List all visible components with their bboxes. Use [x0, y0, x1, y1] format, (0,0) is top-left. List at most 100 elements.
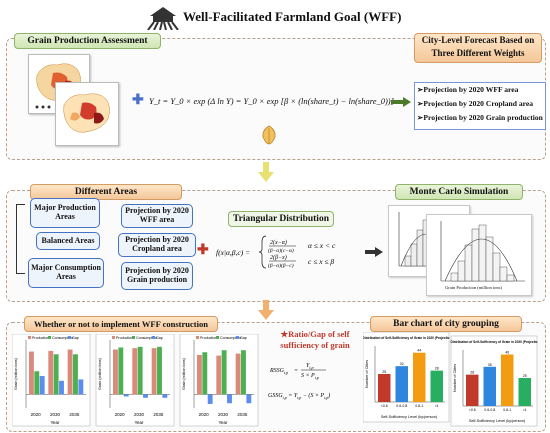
- area-major-consumption: Major Consumption Areas: [28, 258, 104, 288]
- city-group-bar: [413, 352, 426, 402]
- bar-value-label: 25: [382, 370, 386, 374]
- arrow-down-icon: [258, 162, 274, 182]
- legend-label: Gap: [240, 336, 247, 340]
- bar-production: [132, 348, 138, 395]
- arrow-right-icon: [391, 97, 411, 107]
- gssg-formula: GSSGt,p = Yt,p − (S × Pt,p): [268, 392, 330, 401]
- bar-value-label: 32: [400, 362, 404, 366]
- projection-item: ➢Projection by 2020 WFF area: [417, 85, 519, 94]
- x-tick-label: <0.6: [381, 404, 388, 408]
- leaf-icon: [262, 125, 276, 145]
- svg-text:=: =: [294, 368, 298, 374]
- bar-consumption: [118, 347, 124, 395]
- bar-production: [48, 350, 54, 395]
- bar-consumption: [157, 346, 162, 395]
- bar-value-label: 25: [523, 374, 527, 378]
- bar-consumption: [137, 346, 143, 395]
- x-axis-label: Year: [50, 420, 60, 425]
- city-group-bar: [518, 378, 531, 406]
- legend-swatch: [132, 336, 135, 339]
- bar-production: [113, 349, 118, 395]
- bar-chart-label: Bar chart of city grouping: [370, 316, 522, 332]
- legend-swatch: [48, 336, 51, 339]
- proj-box-wff: Projection by 2020 WFF area: [121, 204, 193, 228]
- group-chart-title: Distribution of Self-Sufficiency of Grai…: [363, 336, 450, 340]
- projection-list: ➢Projection by 2020 WFF area ➢Projection…: [414, 82, 546, 130]
- proj-box-grain: Projection by 2020 Grain production: [121, 262, 193, 290]
- x-tick-label: 2030: [50, 412, 61, 417]
- x-tick-label: 2030: [218, 412, 229, 417]
- farmland-logo-icon: [147, 7, 179, 30]
- x-tick-label: 2020: [199, 412, 210, 417]
- bar-consumption: [221, 350, 227, 395]
- x-tick-label: 0.8-1: [503, 408, 511, 412]
- mc-histogram-front: Grain Production (million tons): [426, 214, 532, 296]
- bar-gap: [78, 379, 84, 395]
- bar-gap: [207, 394, 213, 404]
- y-axis-label: Grain (million tons): [98, 357, 102, 390]
- plus-icon: ✚: [197, 243, 209, 258]
- different-areas-label: Different Areas: [30, 184, 182, 200]
- triangular-pdf-formula: f(x|α,β,c) = 2(x−α) (β−α)(c−α) α ≤ x < c…: [216, 235, 336, 269]
- svg-text:RSSGt,p: RSSGt,p: [270, 368, 288, 376]
- proj-box-cropland: Projection by 2020 Cropland area: [118, 233, 196, 257]
- x-tick-label: <0.6: [469, 408, 476, 412]
- legend-swatch: [236, 336, 239, 339]
- arrow-right-icon: [365, 247, 383, 257]
- plus-icon: ✚: [132, 93, 144, 108]
- bar-gap: [59, 380, 64, 395]
- bar-gap: [246, 394, 252, 404]
- bar-production: [151, 348, 157, 395]
- svg-text:2(β−x): 2(β−x): [270, 254, 287, 261]
- mc-xlabel: Grain Production (million tons): [445, 285, 502, 290]
- implement-wff-label: Whether or not to implement WFF construc…: [24, 316, 218, 332]
- bar-consumption: [53, 354, 59, 395]
- bar-consumption: [202, 352, 208, 395]
- bar-gap: [227, 394, 232, 404]
- forecast-label: City-Level Forecast Based on Three Diffe…: [414, 33, 542, 63]
- city-group-bar: [395, 366, 408, 402]
- svg-text:(β−α)(β−c): (β−α)(β−c): [268, 262, 294, 269]
- legend-swatch: [216, 336, 219, 339]
- x-tick-label: 2030: [134, 412, 145, 417]
- bar-consumption: [73, 354, 78, 395]
- ratio-gap-label: ★Ratio/Gap of self sufficiency of grain: [280, 329, 350, 350]
- triangular-distribution-label: Triangular Distribution: [228, 211, 334, 227]
- legend-swatch: [152, 336, 155, 339]
- group-chart-title: Distribution of Self-Sufficiency of Grai…: [451, 340, 538, 344]
- page-title: Well-Facilitated Farmland Goal (WFF): [183, 9, 402, 24]
- legend-swatch: [112, 336, 115, 339]
- city-group-bar: [378, 374, 391, 402]
- x-tick-label: 2035: [237, 412, 248, 417]
- legend-swatch: [196, 336, 199, 339]
- city-group-charts: Distribution of Self-Sufficiency of Grai…: [363, 332, 538, 427]
- area-major-production: Major Production Areas: [30, 198, 100, 228]
- x-axis-label: Year: [134, 420, 144, 425]
- y-axis-label: Number of Cities: [365, 360, 369, 388]
- city-group-bar: [466, 374, 479, 406]
- svg-text:c ≤ x ≤ β: c ≤ x ≤ β: [308, 257, 334, 266]
- svg-text:f(x|α,β,c) =: f(x|α,β,c) =: [216, 248, 250, 257]
- monte-carlo-label: Monte Carlo Simulation: [395, 184, 523, 200]
- city-group-bar: [483, 366, 496, 406]
- bar-gap: [39, 376, 45, 395]
- arrow-down-icon: [258, 300, 274, 320]
- area-balanced: Balanced Areas: [36, 232, 100, 250]
- y-axis-label: Grain (million tons): [14, 357, 18, 390]
- map-legend-dots: [34, 100, 54, 112]
- bar-consumption: [241, 350, 246, 395]
- bar-production: [216, 355, 222, 395]
- x-tick-label: 2035: [153, 412, 164, 417]
- x-tick-label: 2020: [31, 412, 42, 417]
- bar-gap: [162, 394, 168, 398]
- bar-value-label: 44: [417, 349, 421, 353]
- bar-production: [67, 349, 73, 395]
- legend-label: Gap: [72, 336, 79, 340]
- legend-label: Consumption: [220, 336, 241, 340]
- x-tick-label: 2035: [69, 412, 80, 417]
- legend-label: Production: [116, 336, 133, 340]
- svg-text:S × Pt,p: S × Pt,p: [301, 373, 319, 381]
- x-tick-label: 2020: [115, 412, 126, 417]
- city-group-bar: [501, 354, 514, 406]
- bar-value-label: 46: [505, 350, 509, 354]
